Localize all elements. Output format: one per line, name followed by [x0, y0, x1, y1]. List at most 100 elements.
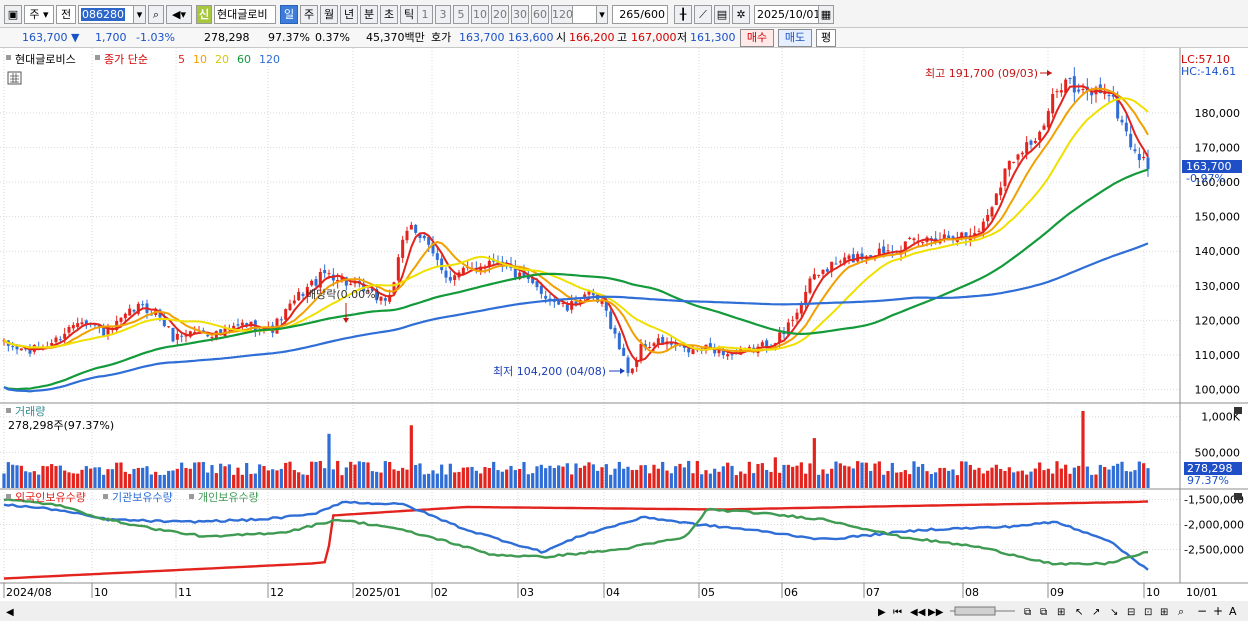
interval-5-button[interactable]: 초 — [380, 5, 398, 24]
volume-bar — [851, 468, 855, 488]
compare-button[interactable]: 전 — [56, 5, 76, 24]
period-type-select[interactable]: 주 ▾ — [24, 5, 54, 24]
volume-bar — [175, 468, 179, 488]
candle-body — [791, 319, 795, 321]
date-tick-label: 12 — [270, 586, 284, 599]
volume-bar — [652, 464, 656, 488]
interval-2-button[interactable]: 월 — [320, 5, 338, 24]
volume-bar — [132, 468, 136, 488]
volume-bar — [466, 467, 470, 488]
candle-body — [903, 241, 907, 251]
volume-bar — [882, 474, 886, 488]
minute-option-button[interactable]: 30 — [511, 5, 529, 24]
candle-body — [58, 339, 62, 341]
minute-option-button[interactable]: 60 — [531, 5, 549, 24]
candle-body — [799, 303, 803, 314]
volume-bar — [570, 474, 574, 488]
candle-body — [167, 326, 171, 328]
tool-icon[interactable]: ↘ — [1110, 607, 1118, 618]
volume-bar — [669, 473, 673, 488]
minute-option-button[interactable]: 20 — [491, 5, 509, 24]
date-field[interactable]: 2025/10/01 — [754, 5, 834, 24]
candle-icon[interactable]: ╂ — [674, 5, 692, 24]
first-page-icon[interactable]: ⏮ — [893, 607, 902, 618]
tool-icon[interactable]: ⊞ — [1160, 607, 1168, 618]
minute-option-button[interactable]: 1 — [417, 5, 433, 24]
scroll-right-icon[interactable]: ▶ — [878, 607, 886, 618]
volume-bar — [149, 474, 153, 488]
minute-option-button[interactable]: 5 — [453, 5, 469, 24]
draw-icon[interactable]: ⟋ — [694, 5, 712, 24]
speaker-icon[interactable]: ◀▾ — [166, 5, 192, 24]
table-icon[interactable] — [7, 71, 22, 85]
stock-code-input[interactable]: 086280 — [78, 5, 146, 24]
eval-button[interactable]: 평 — [816, 29, 836, 47]
volume-bar — [544, 468, 548, 488]
volume-bar — [678, 463, 682, 488]
candle-body — [206, 335, 210, 337]
tool-icon[interactable]: ⧉ — [1040, 607, 1047, 618]
volume-bar — [93, 467, 97, 488]
chevron-down-icon[interactable]: ▾ — [596, 5, 608, 24]
zoom-slider-thumb[interactable] — [954, 606, 996, 616]
gear-icon[interactable]: ✲ — [732, 5, 750, 24]
candle-body — [279, 319, 283, 321]
tool-icon[interactable]: ⊞ — [1057, 607, 1065, 618]
candle-body — [370, 288, 374, 291]
candle-body — [808, 278, 812, 293]
save-icon[interactable]: ▤ — [714, 5, 730, 24]
interval-1-button[interactable]: 주 — [300, 5, 318, 24]
scroll-left-icon[interactable]: ◀ — [6, 607, 14, 618]
calendar-icon[interactable]: ▦ — [818, 5, 834, 24]
candle-body — [379, 296, 383, 301]
tool-icon[interactable]: ↖ — [1075, 607, 1083, 618]
tool-icon[interactable]: ⊟ — [1127, 607, 1135, 618]
sell-button[interactable]: 매도 — [778, 29, 812, 47]
zoom-in-icon[interactable]: + — [1213, 604, 1223, 618]
chevron-down-icon[interactable]: ▾ — [133, 5, 146, 24]
count-field[interactable]: 265/600 — [612, 5, 668, 24]
candle-body — [128, 308, 132, 316]
buy-button[interactable]: 매수 — [740, 29, 774, 47]
candle-body — [548, 298, 552, 300]
volume-bar — [275, 470, 279, 488]
volume-bar — [110, 469, 114, 488]
candle-body — [405, 230, 409, 241]
volume-bar — [622, 468, 626, 488]
candle-body — [817, 274, 821, 276]
interval-0-button[interactable]: 일 — [280, 5, 298, 24]
volume-bar — [483, 467, 487, 488]
stock-chart[interactable]: 100,000 110,000 120,000 130,000 140,000 150,0… — [0, 48, 1248, 621]
minimize-icon[interactable] — [1234, 493, 1242, 500]
search-icon[interactable]: ⌕ — [148, 5, 164, 24]
interval-6-button[interactable]: 틱 — [400, 5, 418, 24]
interval-4-button[interactable]: 분 — [360, 5, 378, 24]
minute-option-button[interactable]: 10 — [471, 5, 489, 24]
holding-line — [3, 500, 1149, 580]
volume-bar — [180, 462, 184, 488]
ma-line-60 — [3, 168, 1149, 391]
volume-bar — [812, 438, 816, 488]
minute-option-button[interactable]: 3 — [435, 5, 451, 24]
volume-bar — [700, 474, 704, 488]
candle-body — [964, 232, 968, 239]
candle-body — [544, 295, 548, 299]
prev-page-icon[interactable]: ◀◀ — [910, 607, 926, 618]
volume-bar — [960, 461, 964, 488]
footer-bar — [0, 601, 1248, 621]
tool-icon[interactable]: ⊡ — [1144, 607, 1152, 618]
layout-icon[interactable]: ▣ — [4, 5, 22, 24]
candle-body — [960, 232, 964, 239]
zoom-icon[interactable]: ⌕ — [1178, 605, 1184, 618]
tool-icon[interactable]: ↗ — [1092, 607, 1100, 618]
minute-option-button[interactable]: 120 — [551, 5, 573, 24]
minimize-icon[interactable] — [1234, 407, 1242, 414]
next-page-icon[interactable]: ▶▶ — [928, 607, 944, 618]
volume-bar — [994, 464, 998, 488]
zoom-out-icon[interactable]: − — [1197, 604, 1207, 618]
tool-icon[interactable]: ⧉ — [1024, 607, 1031, 618]
candle-body — [479, 266, 483, 272]
font-size-icon[interactable]: A — [1229, 605, 1237, 618]
volume-bar — [999, 468, 1003, 488]
interval-3-button[interactable]: 년 — [340, 5, 358, 24]
